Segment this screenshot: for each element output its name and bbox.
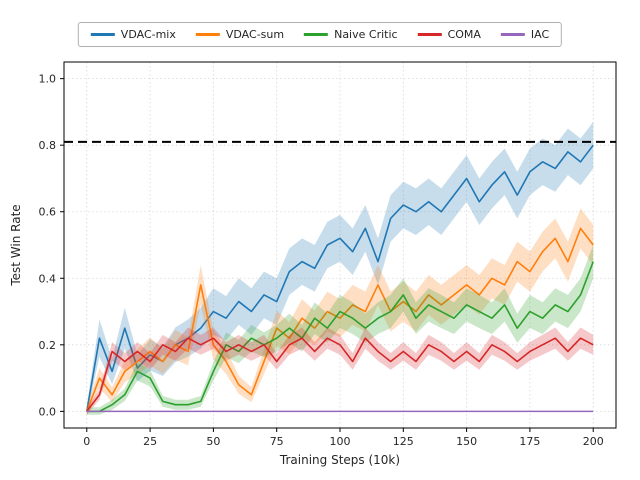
y-axis-label: Test Win Rate bbox=[9, 204, 23, 286]
svg-text:0.6: 0.6 bbox=[39, 206, 57, 219]
legend-item-vdac-sum: VDAC-sum bbox=[195, 28, 285, 41]
legend-label: VDAC-mix bbox=[120, 28, 176, 41]
legend-line-swatch bbox=[417, 33, 442, 36]
x-axis-label: Training Steps (10k) bbox=[279, 453, 400, 467]
legend-item-iac: IAC bbox=[500, 28, 550, 41]
svg-text:1.0: 1.0 bbox=[39, 73, 57, 86]
legend-line-swatch bbox=[500, 33, 525, 36]
svg-text:25: 25 bbox=[143, 435, 157, 448]
svg-text:0.0: 0.0 bbox=[39, 405, 57, 418]
svg-text:125: 125 bbox=[393, 435, 414, 448]
svg-text:0.2: 0.2 bbox=[39, 339, 57, 352]
legend-item-coma: COMA bbox=[417, 28, 481, 41]
svg-text:0: 0 bbox=[83, 435, 90, 448]
svg-text:200: 200 bbox=[583, 435, 604, 448]
svg-text:50: 50 bbox=[206, 435, 220, 448]
svg-text:75: 75 bbox=[270, 435, 284, 448]
svg-text:150: 150 bbox=[456, 435, 477, 448]
legend-label: IAC bbox=[530, 28, 550, 41]
legend-line-swatch bbox=[90, 33, 115, 36]
legend: VDAC-mix VDAC-sum Naive Critic COMA IAC bbox=[77, 22, 563, 47]
svg-text:0.8: 0.8 bbox=[39, 139, 57, 152]
legend-item-naive-critic: Naive Critic bbox=[304, 28, 398, 41]
legend-label: Naive Critic bbox=[334, 28, 398, 41]
legend-label: COMA bbox=[447, 28, 481, 41]
svg-text:175: 175 bbox=[519, 435, 540, 448]
legend-line-swatch bbox=[304, 33, 329, 36]
legend-label: VDAC-sum bbox=[225, 28, 285, 41]
legend-item-vdac-mix: VDAC-mix bbox=[90, 28, 176, 41]
legend-line-swatch bbox=[195, 33, 220, 36]
svg-text:0.4: 0.4 bbox=[39, 272, 57, 285]
svg-text:100: 100 bbox=[330, 435, 351, 448]
